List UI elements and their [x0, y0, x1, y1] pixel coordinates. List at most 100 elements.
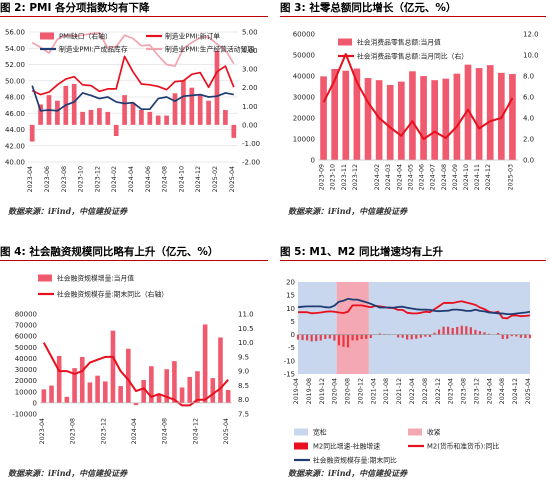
left-tick-label: 60000: [293, 31, 315, 39]
bar-pmi-gap: [197, 95, 203, 125]
x-tick-label: 2023-10: [78, 166, 85, 192]
bar-pmi-gap: [189, 87, 195, 125]
bar-m2-minus-tsf: [328, 334, 331, 339]
left-tick-label: 48.00: [5, 94, 25, 102]
bar-m2-minus-tsf: [506, 334, 509, 339]
right-tick-label: 8.0: [238, 396, 249, 404]
bar-retail-value: [342, 70, 350, 160]
right-tick-label: 7.5: [238, 411, 249, 419]
x-tick-label: 2024-08: [162, 418, 169, 444]
bar-m2-minus-tsf: [401, 334, 404, 338]
bar-m2-minus-tsf: [433, 332, 436, 335]
bar-retail-value: [442, 78, 450, 160]
left-tick-label: 60000: [15, 333, 37, 341]
bar-tsf-increment: [187, 376, 193, 403]
bar-m2-minus-tsf: [478, 331, 482, 335]
x-tick-label: 2024-06: [145, 166, 152, 192]
bar-retail-value: [464, 64, 472, 160]
x-tick-label: 2024-11: [474, 164, 481, 190]
legend-box-marker: [408, 428, 422, 436]
bar-retail-value: [320, 76, 327, 160]
legend-label: 制造业PMI:新订单: [165, 32, 220, 41]
x-tick-label: 2023-12: [100, 418, 107, 444]
bar-pmi-gap: [113, 124, 119, 136]
bar-pmi-gap: [206, 100, 211, 125]
bar-m2-minus-tsf: [437, 329, 441, 335]
legend-label: 宽松: [313, 428, 327, 437]
x-tick-label: 2024-12: [512, 378, 519, 404]
right-tick-label: 4.00: [242, 47, 258, 55]
bar-tsf-increment: [49, 385, 54, 403]
bar-retail-value: [431, 80, 438, 160]
x-tick-label: 2024-05: [407, 164, 414, 190]
bar-tsf-increment: [179, 387, 185, 403]
x-tick-label: 2024-12: [485, 164, 492, 190]
bar-m2-minus-tsf: [346, 334, 350, 348]
left-tick-label: 15: [286, 292, 295, 300]
bar-tsf-increment: [225, 390, 231, 403]
left-tick-label: -10000: [12, 411, 37, 419]
chart-title: 图 3: 社零总额同比增长（亿元、%）: [280, 0, 546, 17]
x-tick-label: 2023-12: [94, 166, 101, 192]
right-tick-label: 1.00: [242, 103, 258, 111]
bar-m2-minus-tsf: [310, 334, 313, 342]
right-tick-label: 12.0: [523, 31, 539, 39]
left-tick-label: 30000: [15, 366, 37, 374]
right-tick-label: 8.5: [238, 382, 249, 390]
right-tick-label: 11.0: [238, 311, 254, 319]
bar-m2-minus-tsf: [305, 334, 309, 341]
legend-box-marker: [294, 442, 308, 450]
bar-pmi-gap: [97, 108, 102, 125]
x-tick-label: 2024-02: [374, 164, 381, 190]
bar-retail-value: [364, 78, 372, 160]
x-tick-label: 2025-04: [525, 378, 532, 404]
legend-box-marker: [294, 428, 308, 436]
left-tick-label: 50000: [293, 52, 315, 60]
x-tick-label: 2024-12: [195, 166, 202, 192]
left-tick-label: 0: [311, 157, 315, 165]
x-tick-label: 2020-08: [345, 378, 352, 404]
bar-pmi-gap: [181, 80, 186, 125]
x-tick-label: 2022-04: [409, 378, 416, 404]
x-tick-label: 2023-04: [39, 418, 46, 444]
x-tick-label: 2023-04: [448, 378, 455, 404]
left-tick-label: 50.00: [5, 77, 25, 85]
right-tick-label: 0.0: [523, 157, 534, 165]
bar-pmi-gap: [231, 124, 237, 138]
bar-tsf-increment: [156, 394, 162, 403]
bar-tsf-increment: [141, 380, 146, 403]
tsf-chart: -10000 0 10000 20000 30000 40000 50000 60000 700…: [12, 274, 254, 445]
left-tick-label: 20000: [293, 115, 315, 123]
x-tick-label: 2024-06: [419, 164, 426, 190]
x-tick-label: 2020-04: [332, 378, 339, 404]
left-tick-label: 10000: [293, 136, 315, 144]
line-tsf-stock-yoy: [297, 297, 531, 315]
bar-retail-value: [453, 73, 461, 160]
x-tick-label: 2024-08: [499, 378, 506, 404]
bar-tsf-increment: [133, 402, 139, 406]
x-tick-label: 2023-06: [44, 166, 51, 192]
bar-m2-minus-tsf: [465, 326, 468, 335]
x-tick-label: 2024-07: [430, 164, 437, 190]
bar-m2-minus-tsf: [501, 334, 504, 340]
chart-panel-money: 图 5: M1、M2 同比增速均有上升 -15 -10 -5 0 5 10 15 20 2019…: [280, 244, 550, 486]
bar-m2-minus-tsf: [360, 334, 363, 340]
chart-panel-pmi: 图 2: PMI 各分项指数均有下降 40.00 42.00 44.00 46.00 4…: [0, 0, 270, 230]
bar-m2-minus-tsf: [337, 334, 341, 346]
bar-retail-value: [353, 68, 361, 160]
x-tick-label: 2024-04: [128, 166, 135, 192]
right-tick-label: 2.00: [242, 84, 258, 92]
bar-tsf-increment: [195, 371, 200, 403]
x-tick-label: 2023-04: [27, 166, 34, 192]
x-tick-label: 2022-12: [435, 378, 442, 404]
chart-title: 图 2: PMI 各分项指数均有下降: [0, 0, 268, 17]
bar-tsf-increment: [210, 378, 216, 403]
right-tick-label: -2.00: [242, 159, 260, 167]
bar-m2-minus-tsf: [519, 334, 523, 338]
right-tick-label: 10.0: [238, 339, 254, 347]
right-tick-label: 5.00: [242, 29, 258, 37]
x-tick-label: 2021-12: [396, 378, 403, 404]
x-tick-label: 2025-02: [212, 166, 219, 192]
bar-m2-minus-tsf: [315, 334, 318, 342]
bar-pmi-gap: [155, 115, 161, 125]
